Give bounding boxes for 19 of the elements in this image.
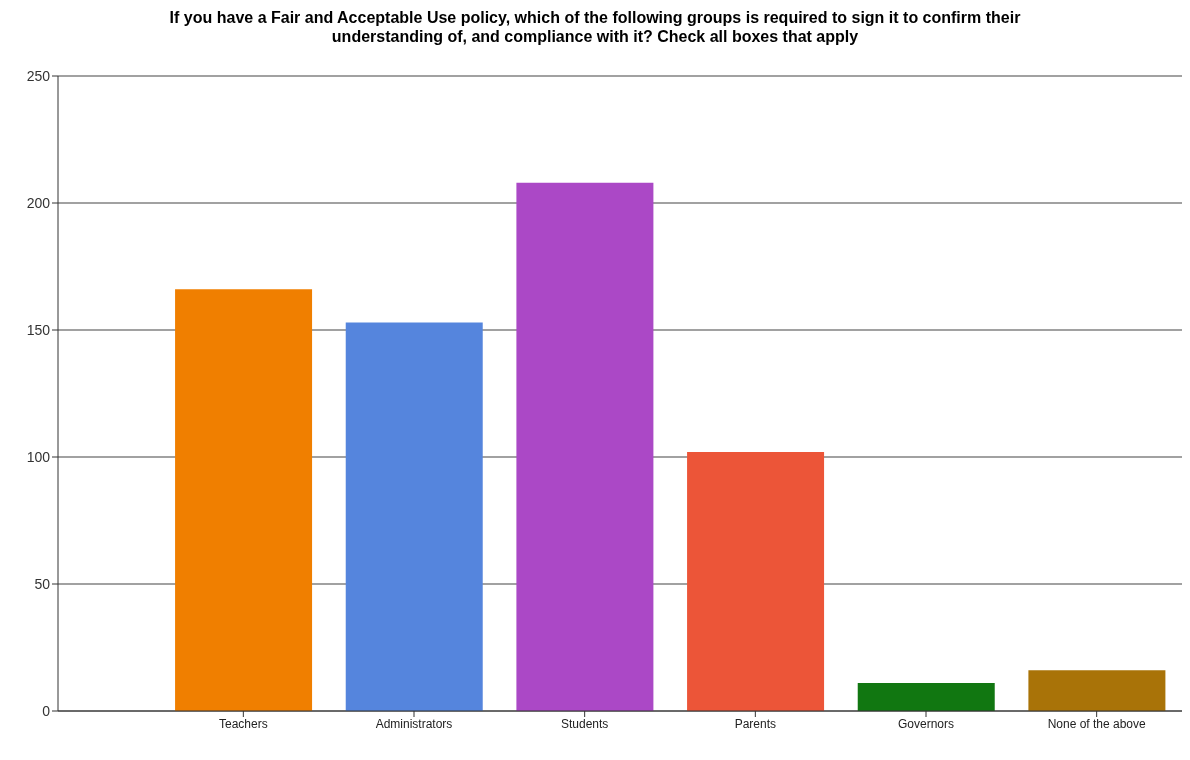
- y-tick-label: 100: [26, 448, 51, 465]
- bar: [687, 451, 825, 711]
- x-tick-label: Parents: [734, 716, 777, 731]
- y-tick-label: 200: [26, 194, 51, 211]
- bar: [857, 683, 995, 711]
- bar: [1028, 670, 1166, 711]
- y-tick-label: 250: [26, 67, 51, 84]
- y-tick-label: 150: [26, 321, 51, 338]
- chart-title: If you have a Fair and Acceptable Use policy, which of the following groups is required to sign it to confirm their understanding of, and compliance with it? Check all boxes that apply: [168, 8, 1022, 46]
- x-tick-label: Administrators: [375, 716, 453, 731]
- bar: [516, 182, 654, 711]
- y-tick-label: 50: [34, 575, 51, 592]
- bar: [175, 289, 313, 711]
- x-tick-label: None of the above: [1047, 716, 1147, 731]
- x-tick-label: Teachers: [218, 716, 268, 731]
- bar: [345, 322, 483, 711]
- y-tick-label: 0: [42, 702, 51, 719]
- x-tick-label: Governors: [897, 716, 955, 731]
- x-tick-label: Students: [560, 716, 609, 731]
